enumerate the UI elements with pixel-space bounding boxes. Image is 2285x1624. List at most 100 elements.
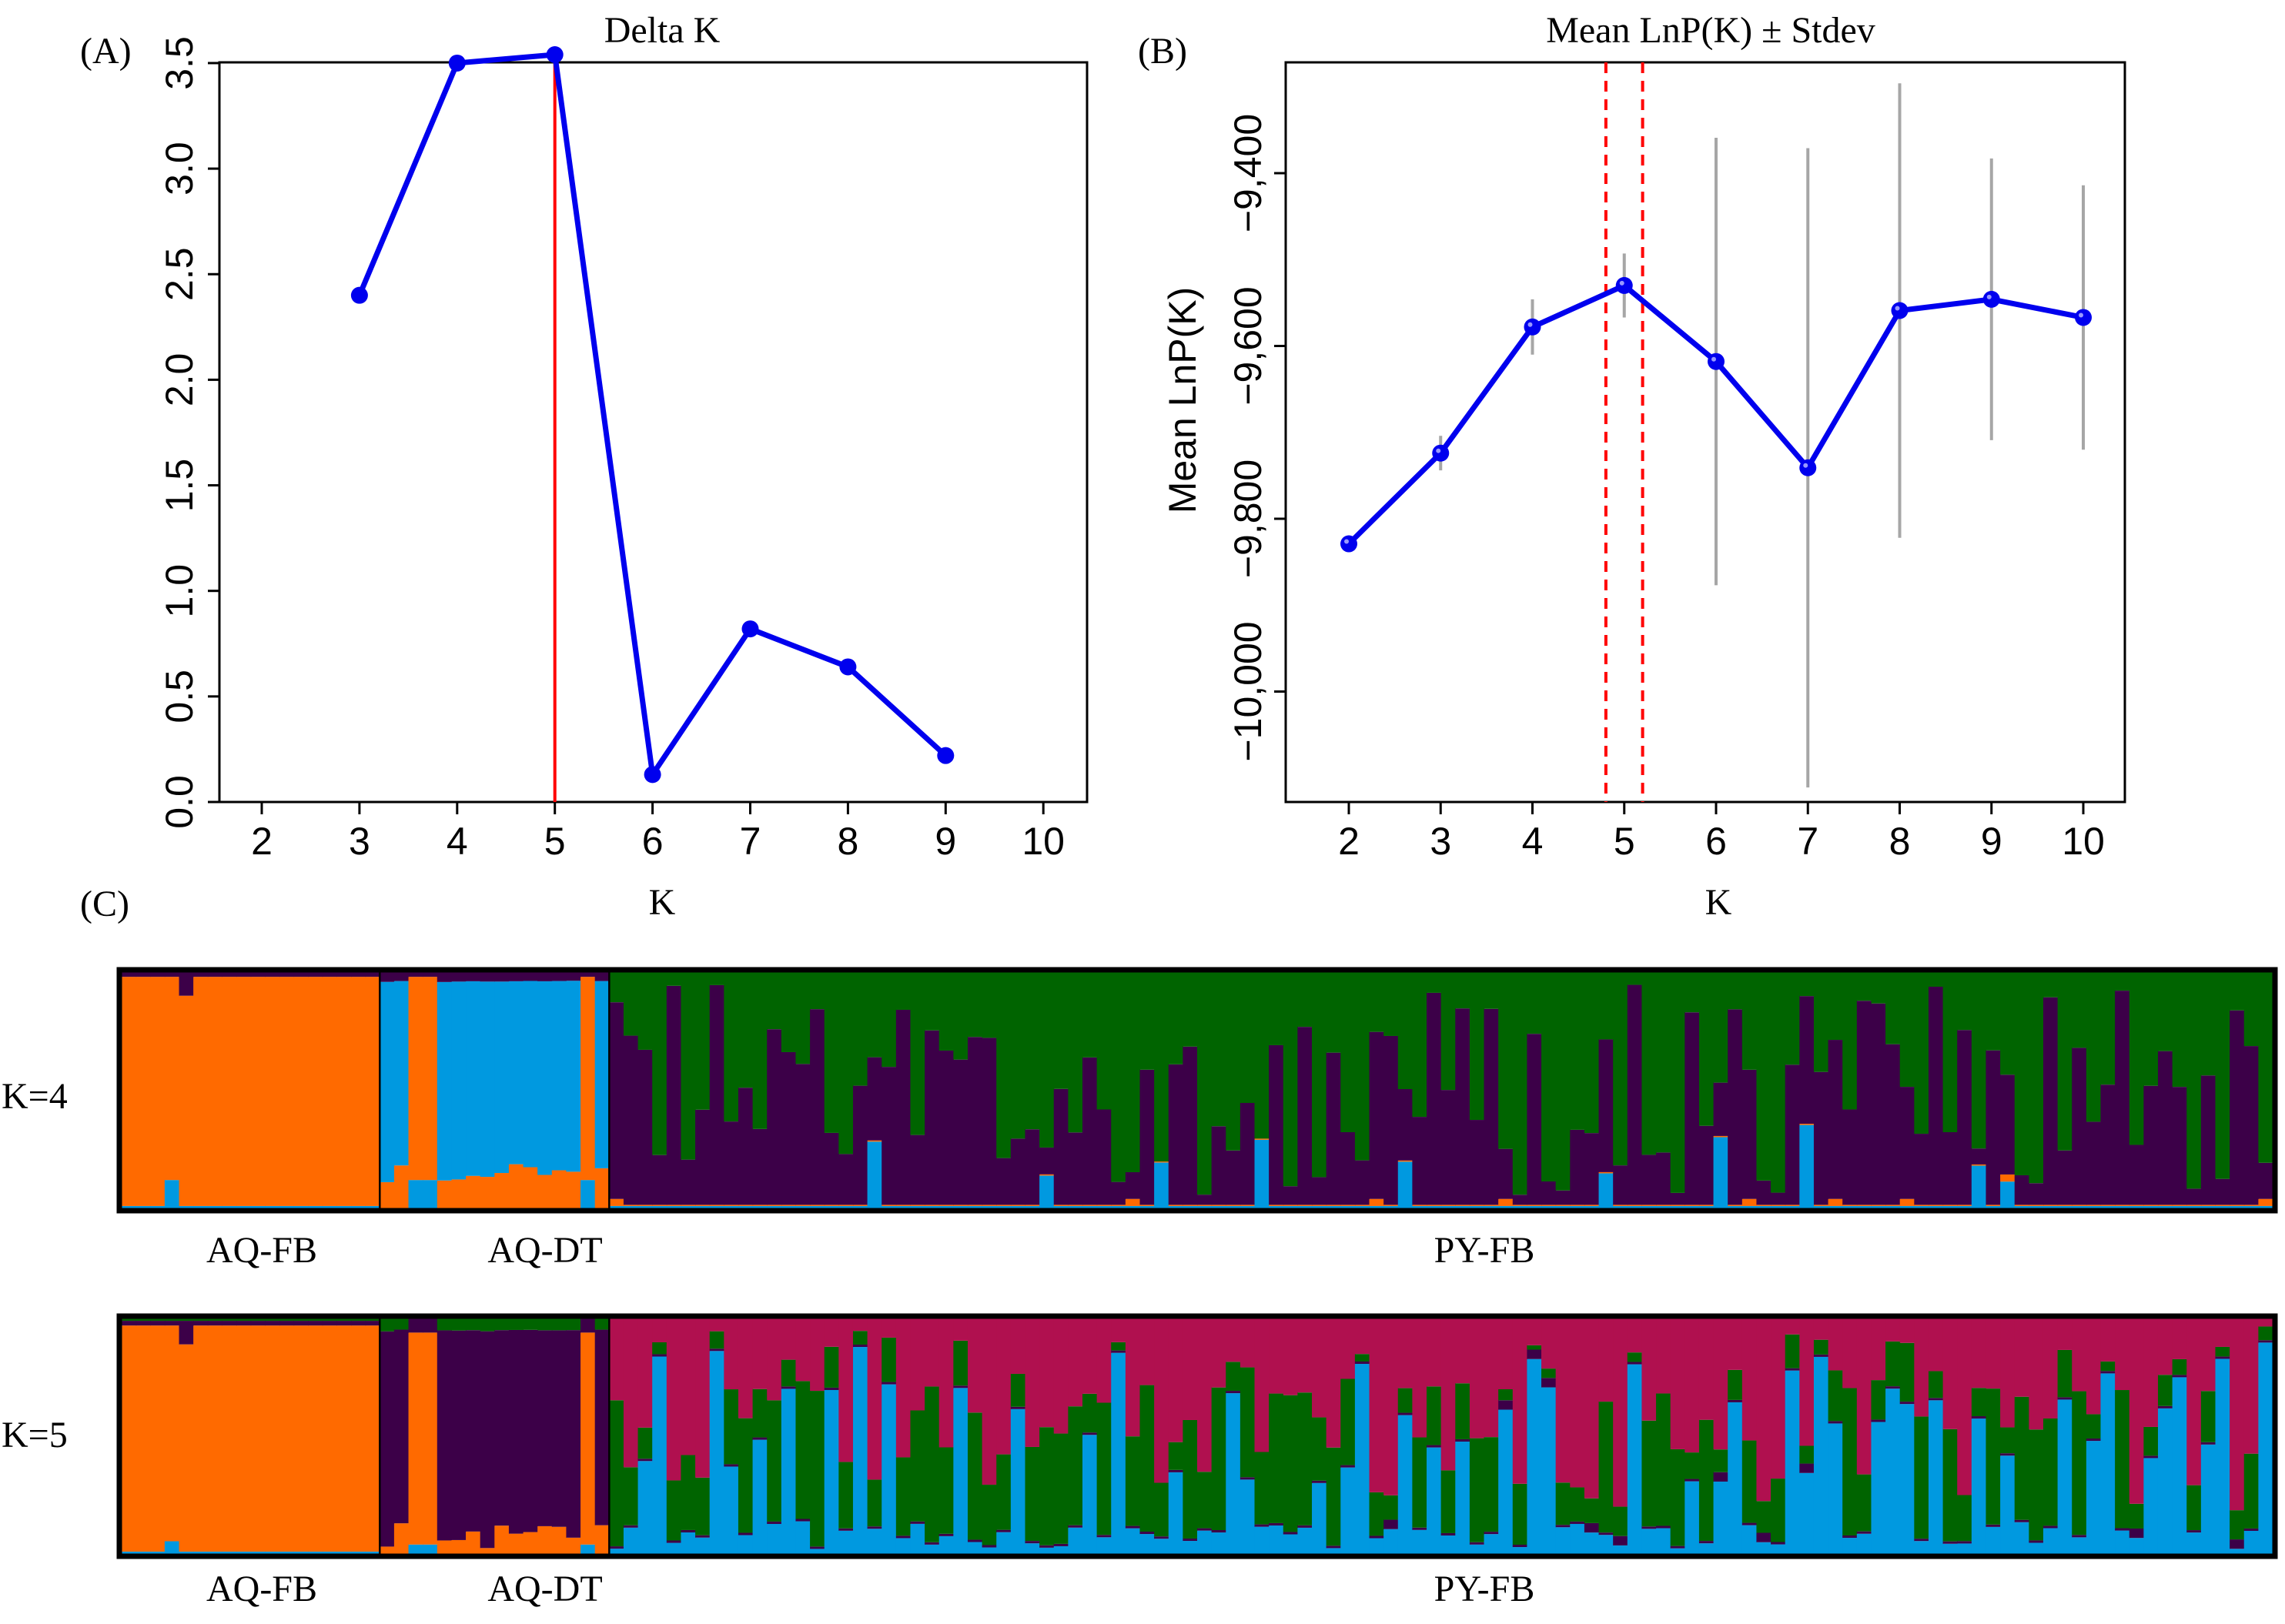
structure-bar-segment: [150, 977, 166, 1206]
structure-bar-segment: [1684, 1318, 1700, 1453]
structure-bar-segment: [1713, 1082, 1728, 1136]
structure-bar-segment: [1728, 972, 1743, 1010]
structure-bar-segment: [1670, 1449, 1685, 1546]
structure-bar-segment: [1785, 1064, 1800, 1205]
structure-bar-segment: [1799, 1124, 1815, 1208]
structure-bar-segment: [1656, 1318, 1671, 1394]
structure-bar-segment: [207, 977, 222, 1206]
structure-bar-segment: [1698, 1318, 1715, 1420]
structure-bar-segment: [1856, 972, 1872, 1001]
structure-bar-segment: [2100, 1205, 2116, 1206]
structure-bar-segment: [1613, 1535, 1628, 1545]
structure-bar-segment: [1010, 1205, 1026, 1208]
structure-bar-segment: [250, 1325, 266, 1552]
delta-k-point: [448, 54, 466, 72]
structure-bar-segment: [695, 972, 711, 1110]
structure-bar-segment: [938, 1447, 954, 1534]
delta-k-x-tick-label: 4: [447, 820, 468, 863]
structure-bar-segment: [1139, 1318, 1155, 1385]
structure-bar-segment: [1771, 972, 1786, 1193]
delta-k-x-tick-label: 2: [251, 820, 273, 863]
structure-bar-segment: [1498, 972, 1514, 1149]
structure-bar-segment: [1469, 972, 1485, 1121]
structure-bar-segment: [1484, 1318, 1499, 1438]
structure-bar-segment: [494, 1330, 510, 1526]
structure-bar-segment: [781, 1318, 797, 1360]
structure-bar-segment: [179, 1318, 194, 1322]
structure-bar-segment: [1498, 1409, 1514, 1554]
structure-bar-segment: [1555, 1525, 1571, 1528]
delta-k-y-tick-label: 3.5: [158, 36, 201, 90]
structure-bar-segment: [1684, 1479, 1700, 1482]
structure-bar-segment: [1369, 1538, 1384, 1554]
structure-group-label: AQ-FB: [206, 1230, 317, 1271]
structure-bar-segment: [1741, 1069, 1758, 1199]
structure-bar-segment: [1484, 1205, 1499, 1206]
mean-lnp-x-tick-label: 7: [1797, 820, 1818, 863]
structure-bar-segment: [408, 1332, 423, 1545]
structure-bar-segment: [1440, 1318, 1456, 1471]
structure-bar-segment: [122, 1205, 137, 1208]
structure-bar-segment: [795, 1205, 811, 1208]
structure-bar-segment: [1125, 1171, 1141, 1199]
delta-k-series: [350, 45, 955, 784]
structure-bar-segment: [781, 972, 797, 1052]
structure-bar-segment: [1053, 1433, 1069, 1544]
structure-bar-segment: [1771, 1318, 1786, 1479]
structure-bar-segment: [882, 1382, 897, 1385]
structure-bar-segment: [1828, 1318, 1843, 1371]
structure-bar-segment: [222, 1321, 237, 1326]
structure-bar-segment: [1842, 1109, 1858, 1205]
structure-bar-segment: [2014, 972, 2029, 1175]
structure-bar-segment: [938, 1533, 954, 1536]
structure-bar-segment: [1899, 1205, 1915, 1208]
structure-bar-segment: [1025, 1318, 1040, 1447]
structure-bar-segment: [279, 972, 295, 977]
mean-lnp-panel: (B) Mean LnP(K) ± Stdev Mean LnP(K) −10,…: [1138, 10, 2126, 923]
structure-bar-segment: [322, 1551, 337, 1554]
structure-bar-segment: [1312, 1177, 1327, 1205]
structure-bar-segment: [967, 1037, 983, 1205]
structure-bar-segment: [1297, 1527, 1313, 1554]
structure-bar-segment: [1154, 1318, 1169, 1483]
structure-bar-segment: [1598, 1171, 1614, 1174]
structure-bar-segment: [1082, 1057, 1098, 1205]
structure-bar-segment: [1025, 1205, 1040, 1206]
structure-bar-segment: [1584, 1532, 1600, 1554]
structure-bar-segment: [308, 977, 323, 1206]
delta-k-point: [546, 45, 564, 63]
structure-bar-segment: [1613, 1545, 1628, 1554]
structure-bar-segment: [2258, 1205, 2273, 1208]
structure-bar-segment: [150, 1321, 166, 1326]
structure-bar-segment: [781, 1205, 797, 1208]
delta-k-x-tick-label: 7: [740, 820, 761, 863]
structure-bar-segment: [795, 1381, 811, 1519]
structure-bar-segment: [2072, 1205, 2087, 1206]
structure-bar-segment: [494, 972, 510, 982]
structure-bar-segment: [1598, 1039, 1614, 1172]
structure-bar-segment: [1527, 1205, 1542, 1208]
structure-bar-segment: [1254, 972, 1270, 1139]
structure-bar-segment: [393, 1523, 410, 1554]
structure-bar-segment: [925, 1386, 940, 1542]
structure-bar-segment: [1728, 1369, 1743, 1400]
structure-bar-segment: [1627, 1205, 1643, 1208]
structure-bar-segment: [1125, 1205, 1141, 1208]
structure-bar-segment: [724, 1464, 739, 1467]
structure-bar-segment: [279, 1551, 295, 1554]
structure-bar-segment: [2014, 1519, 2029, 1522]
structure-bar-segment: [1369, 1198, 1384, 1206]
structure-bar-segment: [2014, 1522, 2029, 1554]
structure-bar-segment: [1570, 1129, 1585, 1205]
structure-bar-segment: [1283, 1534, 1298, 1554]
structure-bar-segment: [437, 1330, 453, 1541]
structure-bar-segment: [279, 1325, 295, 1552]
structure-bar-segment: [2014, 1396, 2029, 1520]
structure-bar-segment: [1039, 1427, 1055, 1545]
structure-bar-segment: [666, 972, 682, 986]
structure-bar-segment: [1842, 1538, 1858, 1554]
structure-bar-segment: [1183, 1046, 1198, 1205]
structure-bar-segment: [1656, 1393, 1671, 1526]
structure-bar-segment: [2000, 1427, 2016, 1454]
structure-bar-segment: [2115, 1528, 2130, 1531]
